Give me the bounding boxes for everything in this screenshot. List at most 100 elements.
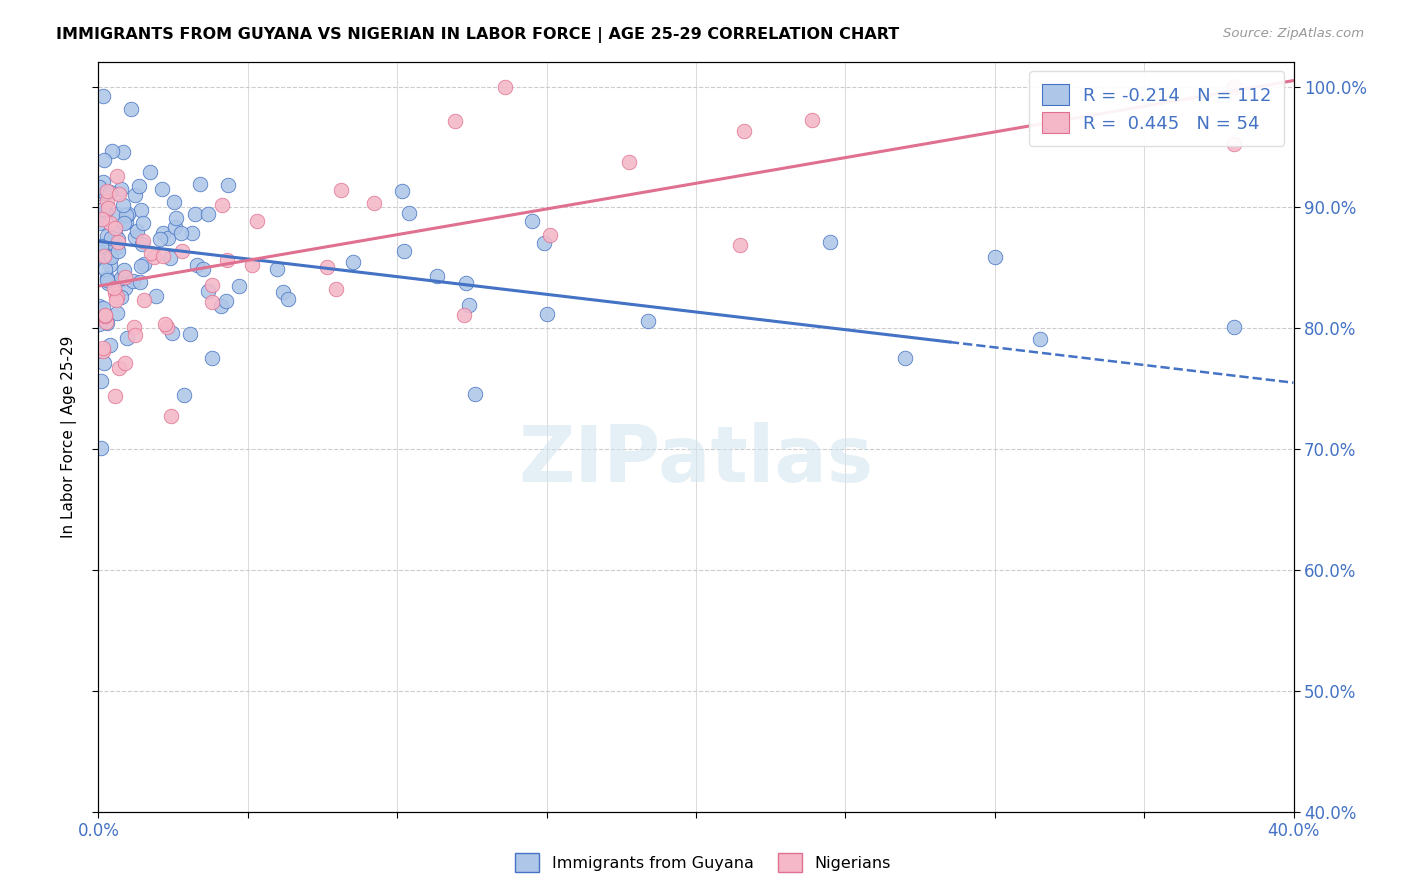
Point	[800, 112, 823, 127]
Point	[139, 165, 162, 179]
Point	[538, 228, 561, 243]
Point	[93, 249, 115, 263]
Point	[89, 245, 111, 260]
Point	[93, 262, 115, 277]
Point	[201, 295, 224, 310]
Point	[131, 236, 153, 251]
Point	[186, 258, 208, 272]
Point	[96, 273, 118, 287]
Point	[94, 186, 117, 200]
Point	[132, 234, 155, 248]
Point	[728, 237, 751, 252]
Point	[533, 235, 555, 250]
Point	[132, 257, 155, 271]
Point	[100, 230, 122, 244]
Point	[98, 248, 121, 262]
Point	[111, 145, 134, 159]
Point	[170, 244, 193, 258]
Point	[105, 290, 128, 304]
Point	[266, 261, 288, 276]
Point	[110, 290, 132, 304]
Point	[96, 316, 118, 330]
Point	[89, 180, 111, 194]
Point	[121, 274, 143, 288]
Point	[1223, 319, 1246, 334]
Point	[107, 244, 129, 259]
Point	[89, 238, 111, 252]
Point	[1223, 137, 1246, 152]
Point	[165, 211, 187, 225]
Point	[246, 214, 269, 228]
Point	[93, 343, 115, 358]
Point	[217, 178, 239, 193]
Point	[114, 281, 136, 295]
Point	[398, 206, 420, 220]
Point	[211, 198, 233, 212]
Point	[160, 326, 183, 341]
Point	[520, 214, 543, 228]
Point	[105, 207, 128, 221]
Point	[1223, 79, 1246, 94]
Point	[91, 175, 114, 189]
Point	[453, 308, 475, 322]
Point	[91, 89, 114, 103]
Point	[458, 298, 481, 312]
Point	[94, 315, 117, 329]
Point	[91, 301, 114, 316]
Point	[98, 258, 121, 272]
Point	[426, 268, 449, 283]
Point	[94, 248, 117, 262]
Point	[188, 177, 211, 191]
Point	[191, 262, 214, 277]
Point	[129, 275, 152, 289]
Point	[444, 113, 467, 128]
Point	[104, 226, 127, 240]
Point	[110, 271, 132, 285]
Point	[114, 269, 136, 284]
Point	[101, 144, 124, 158]
Point	[96, 184, 118, 198]
Legend: Immigrants from Guyana, Nigerians: Immigrants from Guyana, Nigerians	[508, 845, 898, 880]
Point	[90, 374, 112, 388]
Point	[94, 205, 117, 219]
Point	[91, 212, 114, 227]
Point	[159, 252, 181, 266]
Point	[120, 103, 142, 117]
Point	[122, 320, 145, 334]
Point	[105, 305, 128, 319]
Point	[105, 240, 128, 254]
Point	[94, 310, 117, 324]
Point	[197, 207, 219, 221]
Point	[111, 198, 134, 212]
Point	[93, 309, 115, 323]
Point	[152, 249, 174, 263]
Point	[97, 201, 120, 215]
Text: Source: ZipAtlas.com: Source: ZipAtlas.com	[1223, 27, 1364, 40]
Point	[89, 216, 111, 230]
Point	[184, 206, 207, 220]
Point	[87, 299, 110, 313]
Point	[1028, 332, 1050, 346]
Point	[97, 277, 120, 291]
Point	[160, 409, 183, 424]
Point	[181, 226, 204, 240]
Point	[129, 202, 152, 217]
Text: IMMIGRANTS FROM GUYANA VS NIGERIAN IN LABOR FORCE | AGE 25-29 CORRELATION CHART: IMMIGRANTS FROM GUYANA VS NIGERIAN IN LA…	[56, 27, 900, 43]
Y-axis label: In Labor Force | Age 25-29: In Labor Force | Age 25-29	[60, 336, 77, 538]
Point	[215, 294, 238, 309]
Point	[150, 182, 173, 196]
Point	[98, 338, 121, 352]
Point	[104, 220, 127, 235]
Point	[89, 317, 111, 331]
Point	[277, 292, 299, 306]
Point	[170, 226, 193, 240]
Point	[97, 244, 120, 258]
Point	[93, 153, 115, 168]
Point	[894, 351, 917, 366]
Point	[115, 208, 138, 222]
Point	[104, 285, 127, 300]
Point	[112, 263, 135, 277]
Point	[179, 326, 201, 341]
Point	[124, 328, 146, 343]
Point	[201, 278, 224, 293]
